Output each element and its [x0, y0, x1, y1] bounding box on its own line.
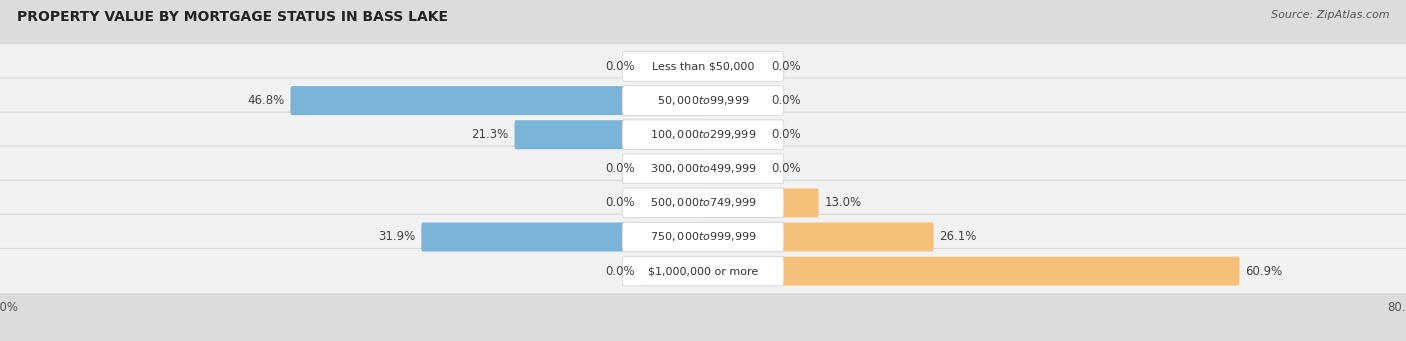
- FancyBboxPatch shape: [702, 256, 766, 285]
- FancyBboxPatch shape: [621, 154, 785, 183]
- FancyBboxPatch shape: [640, 86, 704, 115]
- Text: $300,000 to $499,999: $300,000 to $499,999: [650, 162, 756, 175]
- FancyBboxPatch shape: [621, 52, 785, 81]
- Text: 46.8%: 46.8%: [247, 94, 285, 107]
- Text: Source: ZipAtlas.com: Source: ZipAtlas.com: [1271, 10, 1389, 20]
- Text: 31.9%: 31.9%: [378, 231, 416, 243]
- Text: 0.0%: 0.0%: [605, 60, 634, 73]
- FancyBboxPatch shape: [621, 120, 785, 149]
- FancyBboxPatch shape: [0, 78, 1406, 123]
- FancyBboxPatch shape: [702, 256, 1240, 285]
- FancyBboxPatch shape: [640, 120, 704, 149]
- FancyBboxPatch shape: [0, 249, 1406, 294]
- FancyBboxPatch shape: [0, 44, 1406, 89]
- FancyBboxPatch shape: [702, 86, 766, 115]
- FancyBboxPatch shape: [0, 112, 1406, 158]
- Text: 0.0%: 0.0%: [772, 162, 801, 175]
- Text: 0.0%: 0.0%: [772, 94, 801, 107]
- FancyBboxPatch shape: [702, 189, 766, 218]
- Text: 26.1%: 26.1%: [939, 231, 977, 243]
- Text: 0.0%: 0.0%: [605, 196, 634, 209]
- FancyBboxPatch shape: [621, 188, 785, 218]
- Text: $100,000 to $299,999: $100,000 to $299,999: [650, 128, 756, 141]
- FancyBboxPatch shape: [621, 222, 785, 252]
- FancyBboxPatch shape: [515, 120, 704, 149]
- Text: 0.0%: 0.0%: [772, 60, 801, 73]
- FancyBboxPatch shape: [702, 120, 766, 149]
- FancyBboxPatch shape: [702, 154, 766, 183]
- Text: $500,000 to $749,999: $500,000 to $749,999: [650, 196, 756, 209]
- FancyBboxPatch shape: [702, 222, 934, 251]
- FancyBboxPatch shape: [640, 154, 704, 183]
- Text: Less than $50,000: Less than $50,000: [652, 61, 754, 72]
- Text: $750,000 to $999,999: $750,000 to $999,999: [650, 231, 756, 243]
- Text: 0.0%: 0.0%: [605, 265, 634, 278]
- FancyBboxPatch shape: [621, 86, 785, 115]
- Text: $1,000,000 or more: $1,000,000 or more: [648, 266, 758, 276]
- FancyBboxPatch shape: [702, 52, 766, 81]
- Text: 0.0%: 0.0%: [772, 128, 801, 141]
- FancyBboxPatch shape: [291, 86, 704, 115]
- FancyBboxPatch shape: [0, 146, 1406, 192]
- Text: 0.0%: 0.0%: [605, 162, 634, 175]
- FancyBboxPatch shape: [0, 214, 1406, 260]
- Text: 60.9%: 60.9%: [1246, 265, 1282, 278]
- Text: 13.0%: 13.0%: [824, 196, 862, 209]
- FancyBboxPatch shape: [640, 256, 704, 285]
- Text: $50,000 to $99,999: $50,000 to $99,999: [657, 94, 749, 107]
- Text: 21.3%: 21.3%: [471, 128, 509, 141]
- FancyBboxPatch shape: [640, 52, 704, 81]
- FancyBboxPatch shape: [640, 222, 704, 251]
- FancyBboxPatch shape: [422, 222, 704, 251]
- FancyBboxPatch shape: [640, 189, 704, 218]
- FancyBboxPatch shape: [702, 189, 818, 218]
- Text: PROPERTY VALUE BY MORTGAGE STATUS IN BASS LAKE: PROPERTY VALUE BY MORTGAGE STATUS IN BAS…: [17, 10, 449, 24]
- FancyBboxPatch shape: [0, 180, 1406, 226]
- FancyBboxPatch shape: [621, 256, 785, 286]
- FancyBboxPatch shape: [702, 222, 766, 251]
